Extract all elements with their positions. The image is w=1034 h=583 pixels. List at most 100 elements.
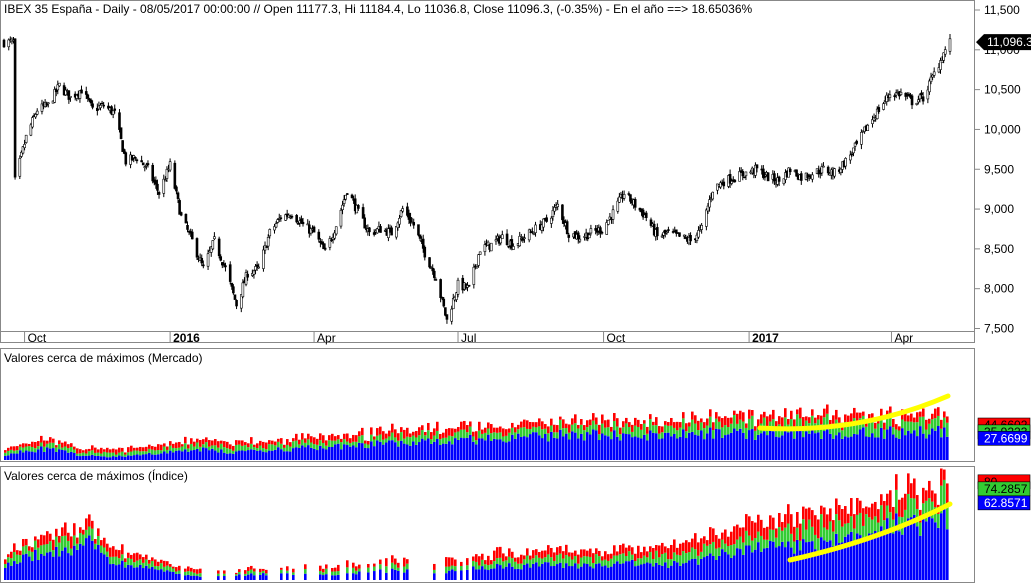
breadth-bar-segment [130,455,133,460]
breadth-bar-segment [907,473,910,494]
breadth-bar-segment [352,434,355,442]
breadth-bar-segment [358,564,361,569]
breadth-bar-segment [499,546,502,558]
breadth-bar-segment [595,554,598,565]
price-candle-body [296,223,300,225]
price-candle-body [290,215,294,218]
breadth-bar-segment [313,437,316,445]
breadth-bar-segment [223,573,226,577]
breadth-bar-segment [823,417,826,432]
breadth-bar-segment [331,568,334,572]
breadth-bar-segment [628,545,631,552]
breadth-bar-segment [415,437,418,445]
breadth-bar-segment [484,427,487,433]
breadth-bar-segment [184,443,187,450]
breadth-bar-segment [19,555,22,563]
breadth-bar-segment [880,505,883,527]
breadth-bar-segment [781,522,784,531]
breadth-bar-segment [10,446,13,450]
breadth-bar-segment [568,566,571,580]
price-candle-body [885,94,889,102]
price-candle-body [345,193,349,195]
breadth-bar-segment [445,573,448,580]
breadth-bar-segment [541,438,544,460]
breadth-bar-segment [901,534,904,580]
breadth-bar-segment [331,446,334,460]
price-y-tick-label: 7,500 [984,322,1014,336]
breadth-bar-segment [445,557,448,567]
price-candle-body [611,209,615,220]
price-candle-body [633,198,637,208]
price-candle-body [301,221,305,225]
breadth-bar-segment [799,429,802,460]
breadth-bar-segment [829,426,832,434]
breadth-bar-segment [187,574,190,580]
breadth-bar-segment [685,553,688,563]
breadth-bar-segment [673,422,676,428]
price-candle-body [401,208,404,212]
breadth-bar-segment [217,576,220,580]
breadth-bar-segment [454,432,457,439]
breadth-bar-segment [778,546,781,580]
breadth-bar-segment [604,427,607,436]
breadth-bar-segment [271,444,274,451]
breadth-bar-segment [118,447,121,453]
breadth-bar-segment [763,527,766,540]
breadth-bar-segment [487,422,490,429]
breadth-bar-segment [49,442,52,449]
breadth-bar-segment [448,570,451,580]
breadth-bar-segment [850,516,853,532]
breadth-bar-segment [91,454,94,460]
breadth-bar-segment [817,538,820,551]
breadth-bar-segment [4,452,7,456]
breadth-bar-segment [286,570,289,574]
breadth-bar-segment [109,564,112,580]
breadth-bar-segment [904,493,907,510]
breadth-bar-segment [616,561,619,580]
breadth-bar-segment [325,574,328,580]
breadth-bar-segment [64,547,67,580]
breadth-bar-segment [232,445,235,451]
breadth-bar-segment [385,438,388,443]
breadth-bar-segment [451,565,454,570]
breadth-bar-segment [115,556,118,566]
breadth-bar-segment [73,535,76,546]
breadth-bar-segment [643,546,646,556]
breadth-bar-segment [637,545,640,559]
breadth-bar-segment [832,423,835,439]
price-candle-body [741,171,745,177]
breadth-bar-segment [268,440,271,445]
breadth-bar-segment [772,529,775,542]
price-candle-body [102,104,105,107]
price-candle-body [915,102,919,105]
breadth-bar-segment [229,449,232,454]
breadth-bar-segment [331,433,334,441]
breadth-bar-segment [322,448,325,460]
breadth-bar-segment [280,438,283,444]
breadth-bar-segment [661,554,664,566]
breadth-bar-segment [715,548,718,560]
breadth-bar-segment [775,528,778,538]
breadth-bar-segment [535,562,538,580]
breadth-bar-segment [64,450,67,460]
breadth-bar-segment [688,422,691,427]
breadth-bar-segment [520,563,523,570]
breadth-bar-segment [898,531,901,580]
price-candle-body [928,80,931,93]
breadth-bar-segment [886,505,889,519]
breadth-bar-segment [37,449,40,460]
breadth-bar-segment [337,443,340,460]
breadth-bar-segment [67,540,70,554]
breadth-bar-segment [118,550,121,559]
breadth-bar-segment [61,550,64,580]
breadth-bar-segment [334,444,337,460]
breadth-bar-segment [778,527,781,547]
breadth-bar-segment [598,563,601,580]
breadth-bar-segment [673,560,676,580]
breadth-bar-segment [943,427,946,460]
breadth-bar-segment [361,443,364,460]
price-candle-body [200,257,204,264]
breadth-bar-segment [643,423,646,435]
price-x-tick-label: Apr [894,331,913,345]
price-candle-body [235,299,238,307]
